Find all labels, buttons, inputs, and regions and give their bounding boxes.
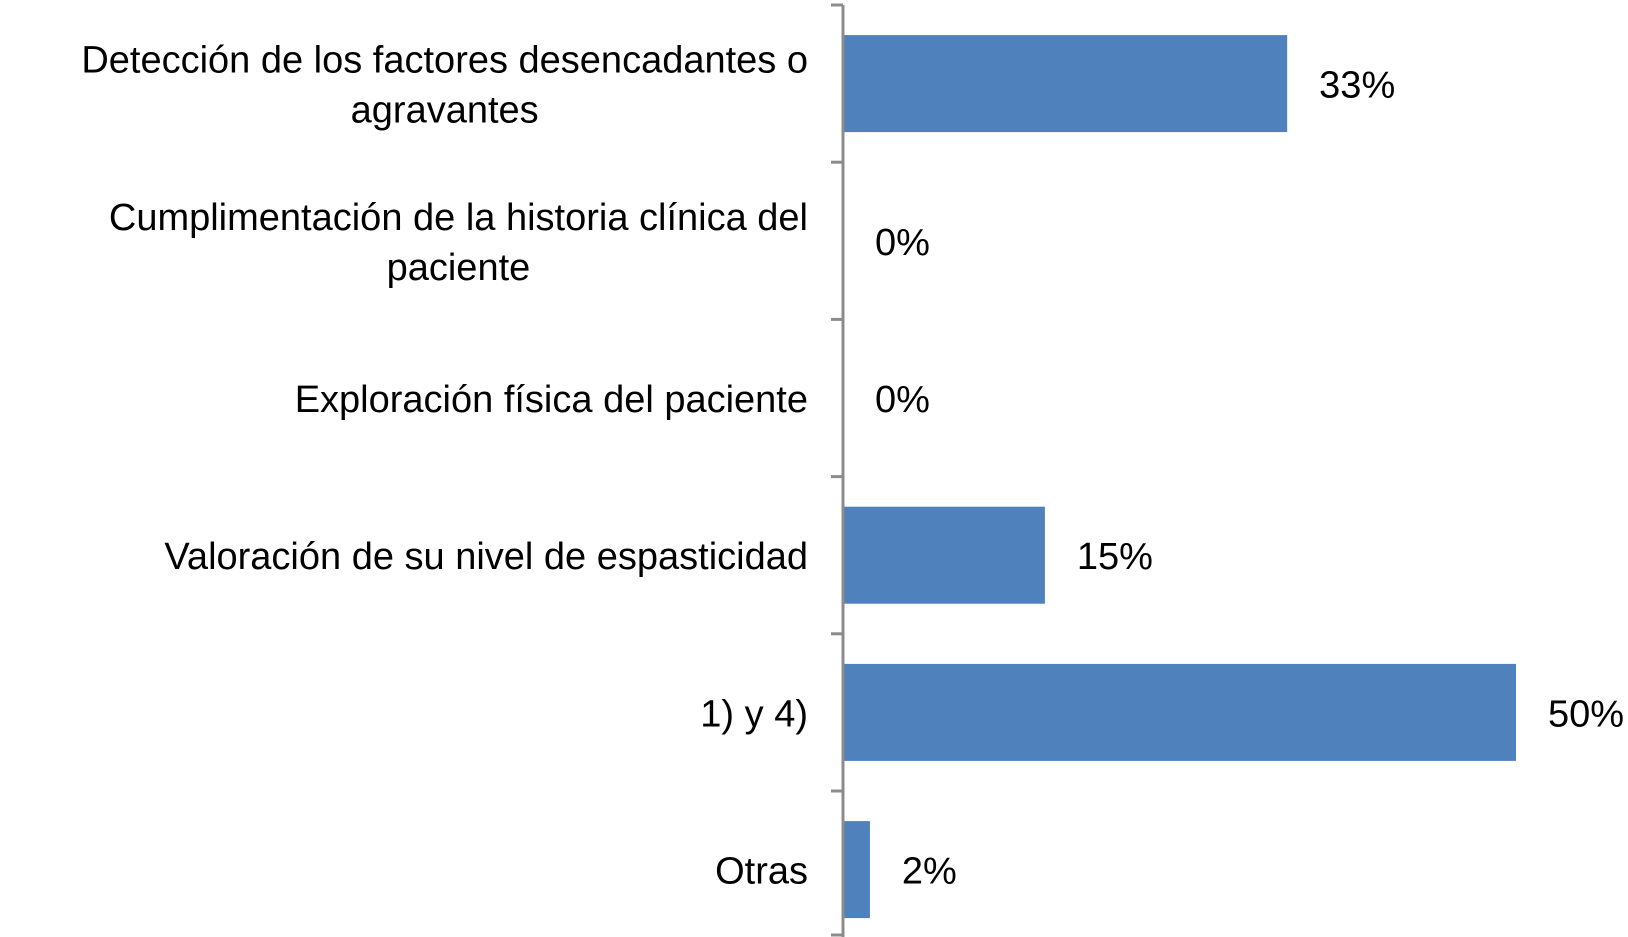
tick-label: Otras bbox=[715, 851, 808, 893]
tick-label-line: Detección de los factores desencadantes … bbox=[81, 40, 808, 82]
category-labels: Detección de los factores desencadantes … bbox=[81, 40, 808, 893]
tick-label: Valoración de su nivel de espasticidad bbox=[164, 536, 808, 578]
tick-label-line: paciente bbox=[387, 247, 531, 289]
tick-label-line: Exploración física del paciente bbox=[295, 379, 808, 421]
value-labels: 33% 0% 0% 15% 50% 2% bbox=[875, 65, 1624, 893]
bar bbox=[843, 506, 1045, 604]
data-label: 33% bbox=[1319, 65, 1395, 107]
data-label: 15% bbox=[1077, 536, 1153, 578]
category-axis bbox=[831, 3, 845, 937]
data-label: 0% bbox=[875, 222, 930, 264]
tick-label-line: 1) y 4) bbox=[700, 693, 808, 735]
data-label: 0% bbox=[875, 379, 930, 421]
tick-label-line: Otras bbox=[715, 851, 808, 893]
data-label: 2% bbox=[902, 851, 957, 893]
tick-label: Cumplimentación de la historia clínica d… bbox=[109, 197, 808, 289]
bar bbox=[843, 663, 1516, 761]
tick-label-line: Cumplimentación de la historia clínica d… bbox=[109, 197, 808, 239]
data-label: 50% bbox=[1548, 693, 1624, 735]
bars-group bbox=[843, 35, 1516, 919]
tick-label: Exploración física del paciente bbox=[295, 379, 808, 421]
bar bbox=[843, 821, 870, 919]
tick-label-line: agravantes bbox=[351, 90, 539, 132]
tick-label-line: Valoración de su nivel de espasticidad bbox=[164, 536, 808, 578]
bar bbox=[843, 35, 1288, 133]
tick-label: Detección de los factores desencadantes … bbox=[81, 40, 808, 132]
tick-label: 1) y 4) bbox=[700, 693, 808, 735]
